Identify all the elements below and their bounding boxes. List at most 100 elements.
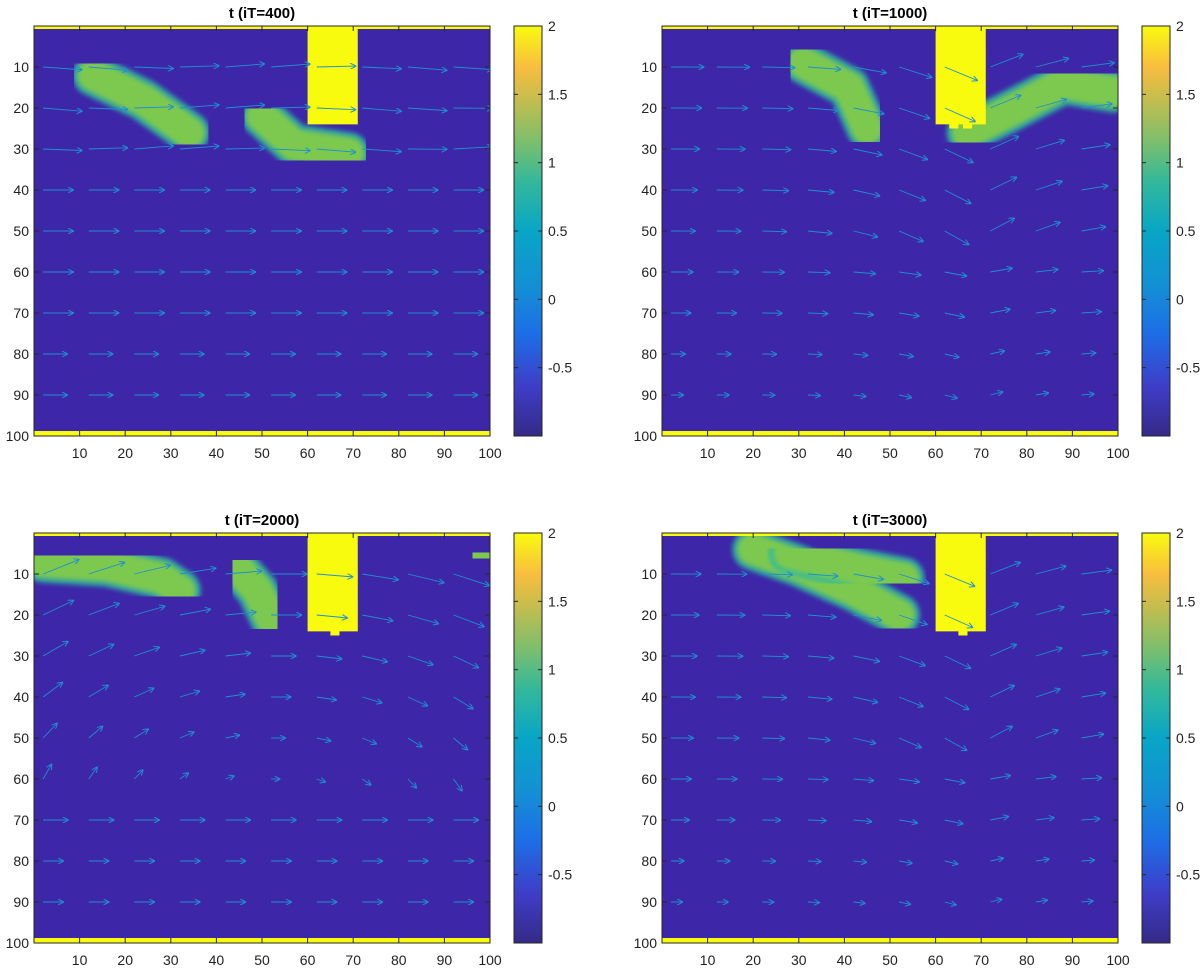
velocity-arrow: [762, 615, 790, 616]
velocity-arrow: [944, 655, 971, 668]
y-tick-label: 50: [641, 730, 657, 746]
velocity-arrow: [1035, 859, 1049, 861]
velocity-arrow: [1081, 63, 1114, 68]
x-tick-label: 60: [300, 445, 316, 461]
velocity-arrow: [807, 108, 838, 110]
velocity-arrow: [134, 729, 148, 739]
y-tick-label: 40: [13, 182, 29, 198]
colorbar-tick-label: 1: [1176, 662, 1184, 678]
velocity-arrow: [1035, 269, 1057, 272]
velocity-arrow: [990, 817, 1008, 820]
y-tick-label: 20: [641, 100, 657, 116]
panel-2: 10 20 30 40 50 60 70 80 90 1001020304050607080901…: [634, 5, 1200, 461]
y-tick-label: 30: [13, 141, 29, 157]
y-tick-label: 90: [13, 387, 29, 403]
velocity-arrow: [362, 149, 401, 152]
velocity-arrow: [944, 148, 973, 162]
x-tick-label: 90: [1065, 952, 1081, 968]
velocity-arrow: [316, 108, 356, 110]
velocity-arrow: [179, 773, 188, 780]
phase-blob: [77, 59, 205, 149]
velocity-arrow: [1081, 312, 1101, 313]
panel-1: 10 20 30 40 50 60 70 80 90 1001020304050607080901…: [6, 5, 573, 461]
velocity-arrow: [899, 779, 919, 782]
velocity-arrow: [407, 573, 444, 583]
velocity-arrow: [990, 268, 1011, 273]
colorbar-tick-label: 2: [548, 18, 556, 34]
x-tick-label: 20: [745, 445, 761, 461]
velocity-arrow: [362, 778, 370, 785]
velocity-arrow: [990, 309, 1009, 314]
velocity-arrow: [225, 64, 265, 68]
x-tick-label: 50: [254, 952, 270, 968]
velocity-arrow: [762, 656, 788, 657]
velocity-arrow: [944, 312, 964, 317]
velocity-arrow: [807, 67, 840, 69]
y-tick-label: 60: [641, 771, 657, 787]
velocity-arrow: [407, 655, 433, 665]
velocity-arrow: [899, 395, 911, 397]
velocity-arrow: [453, 737, 468, 749]
velocity-arrow: [762, 108, 792, 109]
velocity-arrow: [898, 189, 925, 200]
velocity-arrow: [944, 614, 973, 627]
velocity-arrow: [225, 735, 240, 738]
velocity-arrow: [898, 230, 923, 241]
velocity-arrow: [807, 738, 830, 740]
y-tick-label: 10: [641, 59, 657, 75]
velocity-arrow: [898, 655, 925, 665]
y-tick-label: 80: [13, 346, 29, 362]
chart-title: t (iT=2000): [225, 512, 300, 529]
velocity-arrow: [43, 67, 82, 70]
x-tick-label: 60: [928, 445, 944, 461]
velocity-arrow: [990, 776, 1010, 780]
x-tick-label: 40: [837, 952, 853, 968]
chart-title: t (iT=3000): [853, 512, 928, 529]
velocity-arrow: [133, 770, 142, 780]
y-tick-label: 60: [13, 264, 29, 280]
velocity-arrow: [225, 148, 265, 149]
velocity-arrow: [853, 230, 878, 237]
phase-blob: [787, 46, 884, 145]
velocity-arrow: [853, 66, 886, 73]
velocity-arrow: [1035, 352, 1050, 354]
velocity-arrow: [762, 574, 792, 575]
x-tick-label: 50: [882, 445, 898, 461]
velocity-arrow: [88, 108, 128, 109]
velocity-arrow: [807, 231, 832, 233]
x-tick-label: 100: [478, 445, 502, 461]
velocity-arrow: [362, 655, 387, 662]
velocity-arrow: [853, 573, 884, 579]
velocity-arrow: [134, 107, 173, 108]
velocity-arrow: [1081, 394, 1094, 395]
x-tick-label: 10: [72, 952, 88, 968]
velocity-arrow: [1081, 104, 1112, 109]
velocity-arrow: [179, 105, 219, 109]
x-tick-label: 80: [1019, 952, 1035, 968]
velocity-arrow: [853, 614, 882, 620]
chart-title: t (iT=400): [229, 5, 295, 22]
velocity-arrow: [1035, 900, 1047, 902]
velocity-arrow: [990, 563, 1020, 575]
x-tick-label: 40: [209, 952, 225, 968]
velocity-arrow: [225, 776, 234, 779]
velocity-arrow: [898, 696, 923, 706]
x-tick-label: 10: [72, 445, 88, 461]
velocity-arrow: [990, 218, 1014, 232]
colorbar-tick-label: 1.5: [548, 593, 568, 609]
plot-area: [34, 533, 490, 943]
colorbar-tick-label: -0.5: [1176, 867, 1200, 883]
x-tick-label: 70: [345, 952, 361, 968]
x-tick-label: 30: [791, 952, 807, 968]
colorbar-tick-label: 0: [548, 291, 556, 307]
velocity-arrow: [225, 105, 265, 109]
velocity-arrow: [853, 655, 880, 661]
velocity-arrow: [1081, 353, 1096, 354]
velocity-arrow: [853, 107, 884, 114]
velocity-arrow: [807, 697, 832, 699]
y-tick-label: 30: [641, 648, 657, 664]
velocity-arrow: [271, 107, 310, 108]
panel-4: 10 20 30 40 50 60 70 80 90 1001020304050607080901…: [634, 512, 1200, 968]
velocity-arrow: [807, 395, 820, 396]
y-tick-label: 10: [13, 59, 29, 75]
